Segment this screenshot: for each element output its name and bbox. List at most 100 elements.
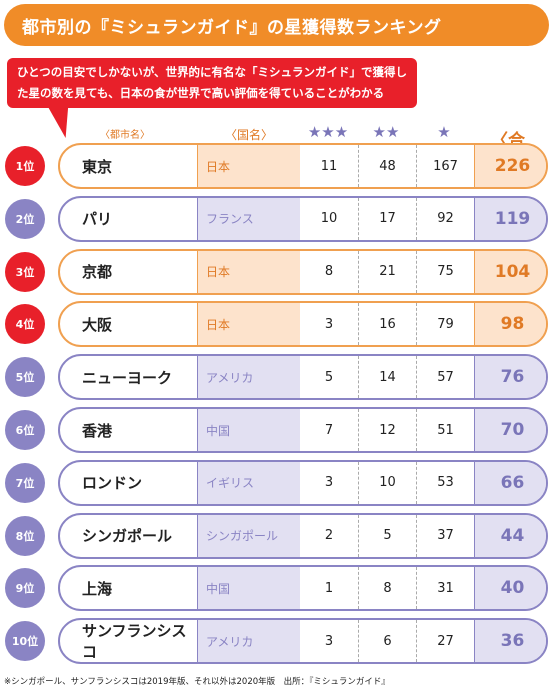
two-star-count: 14 <box>358 356 416 399</box>
total-count: 104 <box>474 250 546 293</box>
header-country: 〈国名〉 <box>224 128 273 142</box>
one-star-count: 167 <box>416 145 474 187</box>
one-star-count: 53 <box>416 461 474 504</box>
total-count: 66 <box>474 461 546 504</box>
country-name: フランス <box>197 197 300 240</box>
header-three-star: ★★★ <box>307 123 349 141</box>
rank-badge: 2位 <box>5 198 45 239</box>
city-name: 大阪 <box>82 315 113 334</box>
country-name: 日本 <box>197 303 300 346</box>
total-count: 98 <box>474 303 546 346</box>
three-star-count: 8 <box>324 264 334 280</box>
footnote: ※シンガポール、サンフランシスコは2019年版、それ以外は2020年版 出所：『… <box>4 677 390 687</box>
three-star-count: 3 <box>324 633 334 649</box>
one-star-count: 92 <box>416 197 474 240</box>
table-row: 9位 上海 中国 1 8 31 40 <box>0 565 553 612</box>
three-star-count: 3 <box>324 475 334 491</box>
country-name: 日本 <box>197 145 300 187</box>
total-count: 119 <box>474 197 546 240</box>
one-star-count: 51 <box>416 409 474 451</box>
rank-badge: 5位 <box>5 357 45 398</box>
table-row: 1位 東京 日本 11 48 167 226 <box>0 143 553 189</box>
city-name: ニューヨーク <box>82 368 173 387</box>
two-star-count: 16 <box>358 303 416 346</box>
total-count: 70 <box>474 409 546 451</box>
total-count: 36 <box>474 620 546 663</box>
row-pill: シンガポール シンガポール 2 5 37 44 <box>58 512 548 559</box>
city-name: シンガポール <box>82 527 173 546</box>
table-row: 6位 香港 中国 7 12 51 70 <box>0 407 553 453</box>
rank-badge: 8位 <box>5 515 45 556</box>
city-name: 上海 <box>82 579 113 598</box>
two-star-count: 21 <box>358 250 416 293</box>
one-star-count: 57 <box>416 356 474 399</box>
city-name: 京都 <box>82 263 113 282</box>
row-pill: ニューヨーク アメリカ 5 14 57 76 <box>58 354 548 401</box>
total-count: 226 <box>474 145 546 187</box>
table-row: 2位 パリ フランス 10 17 92 119 <box>0 195 553 242</box>
row-pill: 上海 中国 1 8 31 40 <box>58 565 548 612</box>
page-title: 都市別の『ミシュランガイド』の星獲得数ランキング <box>4 4 549 46</box>
city-name: 香港 <box>82 421 113 440</box>
callout-line-2: た星の数を見ても、日本の食が世界で高い評価を得ていることがわかる <box>17 86 385 100</box>
city-name: パリ <box>82 210 113 229</box>
country-name: アメリカ <box>197 356 300 399</box>
table-row: 8位 シンガポール シンガポール 2 5 37 44 <box>0 512 553 559</box>
row-pill: 香港 中国 7 12 51 70 <box>58 407 548 453</box>
header-two-star: ★★ <box>372 123 400 141</box>
two-star-count: 12 <box>358 409 416 451</box>
city-name: サンフランシスコ <box>82 622 187 662</box>
total-count: 76 <box>474 356 546 399</box>
two-star-count: 6 <box>358 620 416 663</box>
country-name: アメリカ <box>197 620 300 663</box>
three-star-count: 2 <box>324 528 334 544</box>
header-city: 〈都市名〉 <box>100 130 150 141</box>
total-count: 44 <box>474 514 546 557</box>
table-row: 4位 大阪 日本 3 16 79 98 <box>0 301 553 348</box>
rank-badge: 6位 <box>5 410 45 450</box>
row-pill: 大阪 日本 3 16 79 98 <box>58 301 548 348</box>
table-row: 10位 サンフランシスコ アメリカ 3 6 27 36 <box>0 618 553 665</box>
country-name: シンガポール <box>197 514 300 557</box>
three-star-count: 7 <box>324 422 334 438</box>
three-star-count: 10 <box>320 211 338 227</box>
rank-badge: 10位 <box>5 621 45 662</box>
row-pill: パリ フランス 10 17 92 119 <box>58 195 548 242</box>
one-star-count: 75 <box>416 250 474 293</box>
three-star-count: 11 <box>320 158 338 174</box>
total-count: 40 <box>474 567 546 610</box>
country-name: イギリス <box>197 461 300 504</box>
rank-badge: 7位 <box>5 462 45 503</box>
table-row: 7位 ロンドン イギリス 3 10 53 66 <box>0 459 553 506</box>
row-pill: サンフランシスコ アメリカ 3 6 27 36 <box>58 618 548 665</box>
city-name: ロンドン <box>82 474 143 493</box>
city-name: 東京 <box>82 157 113 176</box>
two-star-count: 10 <box>358 461 416 504</box>
callout-line-1: ひとつの目安でしかないが、世界的に有名な「ミシュランガイド」で獲得し <box>17 65 407 79</box>
rank-badge: 3位 <box>5 251 45 292</box>
header-one-star: ★ <box>437 123 451 141</box>
country-name: 日本 <box>197 250 300 293</box>
row-pill: 京都 日本 8 21 75 104 <box>58 248 548 295</box>
row-pill: ロンドン イギリス 3 10 53 66 <box>58 459 548 506</box>
country-name: 中国 <box>197 567 300 610</box>
callout-box: ひとつの目安でしかないが、世界的に有名な「ミシュランガイド」で獲得し た星の数を… <box>7 58 417 108</box>
three-star-count: 5 <box>324 369 334 385</box>
column-headers: 〈都市名〉 〈国名〉 ★★★ ★★ ★ 〈合計〉 <box>0 123 553 176</box>
table-row: 5位 ニューヨーク アメリカ 5 14 57 76 <box>0 354 553 401</box>
one-star-count: 37 <box>416 514 474 557</box>
two-star-count: 17 <box>358 197 416 240</box>
one-star-count: 79 <box>416 303 474 346</box>
rank-badge: 4位 <box>5 304 45 345</box>
country-name: 中国 <box>197 409 300 451</box>
row-pill: 東京 日本 11 48 167 226 <box>58 143 548 189</box>
two-star-count: 48 <box>358 145 416 187</box>
rank-badge: 1位 <box>5 146 45 186</box>
three-star-count: 3 <box>324 316 334 332</box>
table-row: 3位 京都 日本 8 21 75 104 <box>0 248 553 295</box>
two-star-count: 5 <box>358 514 416 557</box>
rank-badge: 9位 <box>5 568 45 609</box>
one-star-count: 31 <box>416 567 474 610</box>
three-star-count: 1 <box>324 580 334 596</box>
two-star-count: 8 <box>358 567 416 610</box>
